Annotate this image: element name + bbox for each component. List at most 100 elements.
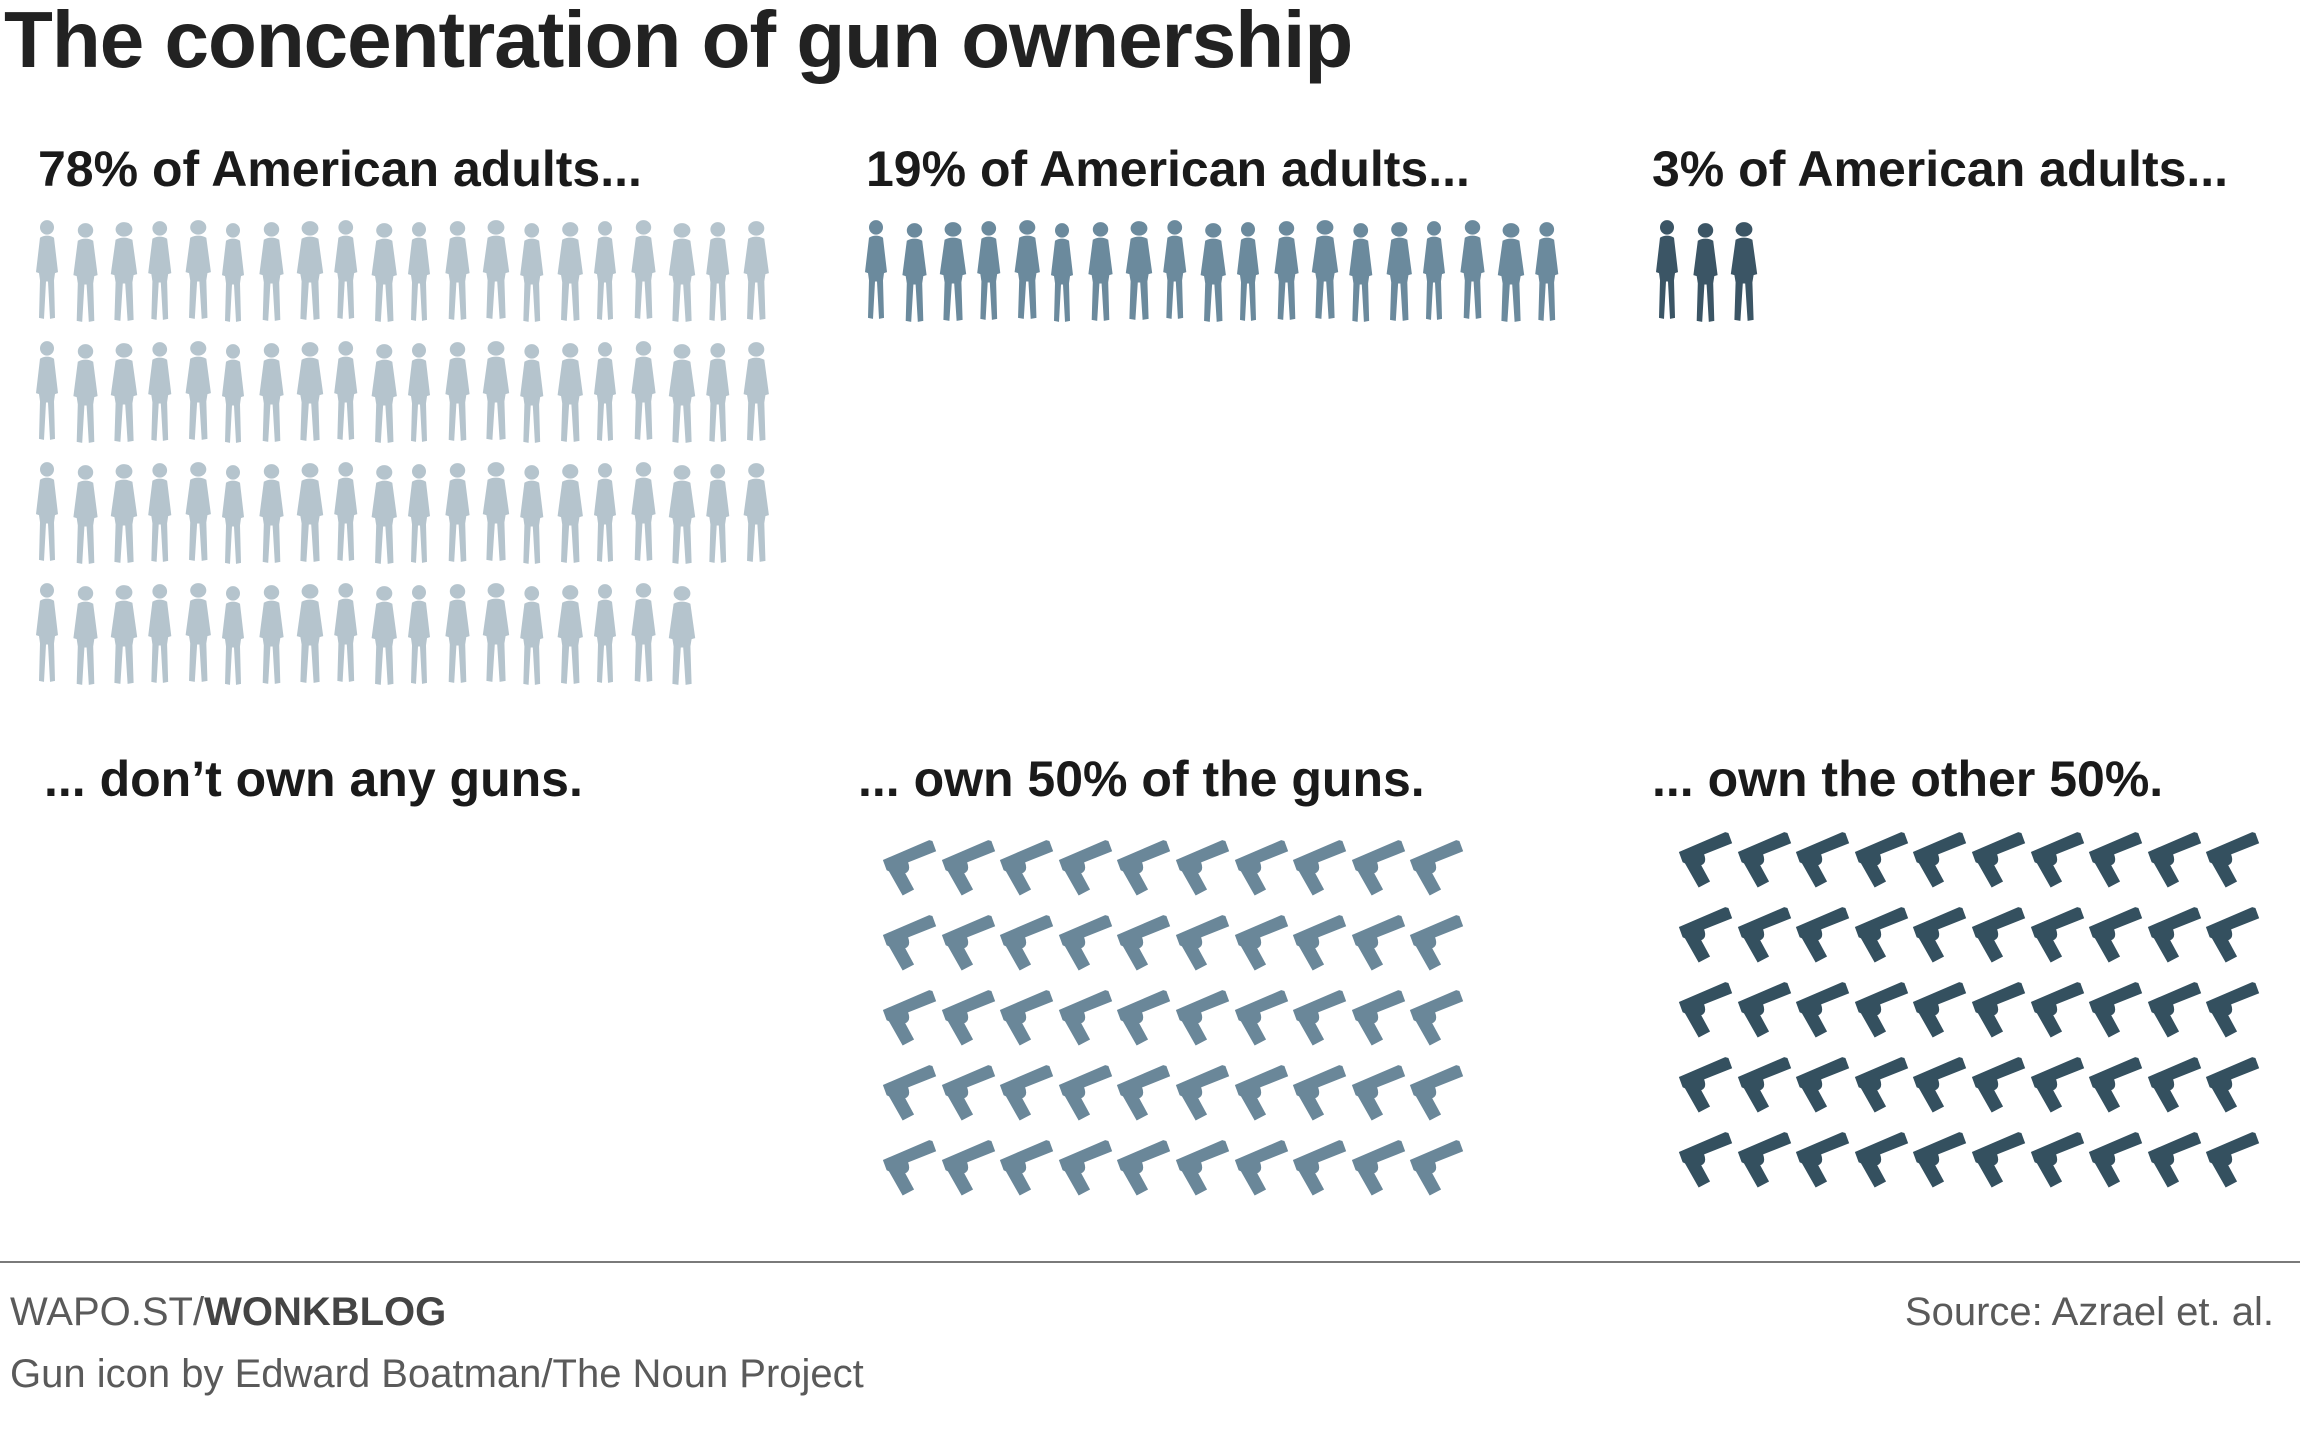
gun-icon bbox=[2030, 832, 2084, 888]
person-icon bbox=[371, 586, 397, 685]
person-icon bbox=[557, 343, 583, 442]
gun-icon bbox=[941, 915, 995, 971]
gun-icon bbox=[1913, 1057, 1967, 1113]
person-icon bbox=[705, 343, 729, 442]
person-icon bbox=[1200, 223, 1226, 322]
person-icon bbox=[483, 220, 510, 319]
person-icon bbox=[1014, 220, 1040, 319]
gun-icon bbox=[1000, 990, 1054, 1046]
person-icon bbox=[519, 223, 543, 322]
person-icon bbox=[669, 223, 696, 322]
gun-icon bbox=[1913, 907, 1967, 963]
gun-icon bbox=[1175, 915, 1230, 971]
footer-site-prefix: WAPO.ST/ bbox=[10, 1290, 205, 1334]
gun-icon bbox=[1000, 1140, 1054, 1196]
person-icon bbox=[1312, 220, 1339, 319]
person-icon bbox=[483, 462, 510, 561]
person-icon bbox=[297, 584, 324, 683]
person-icon bbox=[594, 221, 616, 320]
gun-icon bbox=[1737, 1057, 1791, 1113]
footer-icon-credit: Gun icon by Edward Boatman/The Noun Proj… bbox=[10, 1352, 864, 1396]
gun-icon bbox=[941, 1065, 995, 1121]
gun-icon bbox=[1351, 915, 1405, 971]
gun-icon bbox=[1351, 1065, 1405, 1121]
person-icon bbox=[222, 223, 244, 322]
gun-icon bbox=[1351, 1140, 1405, 1196]
gun-icon bbox=[1351, 990, 1405, 1046]
gun-icon bbox=[2089, 1132, 2143, 1188]
gun-icon bbox=[1678, 1057, 1733, 1113]
person-icon bbox=[1460, 220, 1485, 319]
person-icon bbox=[259, 343, 284, 442]
person-icon bbox=[1237, 222, 1259, 321]
person-icon bbox=[705, 464, 729, 563]
gun-icon bbox=[1737, 832, 1791, 888]
person-icon bbox=[185, 341, 211, 440]
person-icon bbox=[73, 465, 98, 564]
person-icon bbox=[371, 465, 397, 564]
person-icon bbox=[222, 344, 244, 443]
person-icon bbox=[333, 583, 357, 682]
gun-icon bbox=[1293, 840, 1347, 896]
person-icon bbox=[557, 585, 583, 684]
person-icon bbox=[259, 222, 284, 321]
gun-icon bbox=[882, 990, 937, 1046]
gun-icon bbox=[1175, 1065, 1230, 1121]
person-icon bbox=[1386, 222, 1412, 321]
gun-icon bbox=[2030, 1132, 2084, 1188]
gun-icon bbox=[1175, 840, 1230, 896]
person-icon bbox=[147, 221, 171, 320]
person-icon bbox=[557, 464, 583, 563]
person-icon bbox=[743, 221, 769, 320]
person-icon bbox=[483, 341, 510, 440]
gun-icon bbox=[1971, 1057, 2026, 1113]
person-icon bbox=[408, 585, 430, 684]
gun-icon bbox=[941, 1140, 995, 1196]
gun-icon bbox=[1971, 832, 2026, 888]
gun-icon bbox=[882, 1065, 937, 1121]
person-icon bbox=[185, 220, 211, 319]
gun-icon bbox=[2147, 907, 2201, 963]
gun-icon bbox=[941, 840, 995, 896]
gun-icon bbox=[1737, 1132, 1791, 1188]
person-icon bbox=[73, 344, 98, 443]
person-icon bbox=[333, 341, 357, 440]
person-icon bbox=[73, 586, 98, 685]
person-icon bbox=[483, 583, 510, 682]
person-icon bbox=[147, 463, 171, 562]
gun-icon bbox=[1234, 1065, 1288, 1121]
person-icon bbox=[222, 586, 244, 685]
person-icon bbox=[1656, 220, 1678, 319]
gun-icon bbox=[1410, 1140, 1464, 1196]
gun-icon bbox=[1796, 907, 1850, 963]
gun-icon bbox=[2030, 907, 2084, 963]
person-icon bbox=[669, 586, 696, 685]
person-icon bbox=[408, 222, 430, 321]
gun-icon bbox=[2089, 832, 2143, 888]
gun-icon bbox=[1175, 1140, 1230, 1196]
gun-icon bbox=[1796, 1057, 1850, 1113]
page-title: The concentration of gun ownership bbox=[4, 0, 1353, 84]
footer-source: Source: Azrael et. al. bbox=[1904, 1290, 2274, 1334]
gun-icon bbox=[1678, 832, 1733, 888]
gun-icon bbox=[2089, 1057, 2143, 1113]
person-icon bbox=[1423, 221, 1445, 320]
person-icon bbox=[1731, 222, 1758, 321]
person-icon bbox=[669, 344, 696, 443]
gun-icon bbox=[2089, 907, 2143, 963]
person-icon bbox=[594, 584, 616, 683]
group-label-owners-19: ... own 50% of the guns. bbox=[858, 751, 1425, 807]
gun-icon bbox=[2089, 982, 2143, 1038]
gun-icon bbox=[1854, 982, 1908, 1038]
person-icon bbox=[1498, 223, 1525, 322]
person-icon bbox=[371, 344, 397, 443]
person-icon bbox=[36, 583, 58, 682]
person-icon bbox=[111, 343, 138, 442]
gun-icon bbox=[1234, 1140, 1288, 1196]
person-icon bbox=[185, 583, 211, 682]
person-icon bbox=[445, 221, 470, 320]
gun-icon bbox=[1293, 990, 1347, 1046]
gun-icon bbox=[1117, 1140, 1171, 1196]
person-icon bbox=[743, 342, 769, 441]
gun-icon bbox=[1854, 832, 1908, 888]
